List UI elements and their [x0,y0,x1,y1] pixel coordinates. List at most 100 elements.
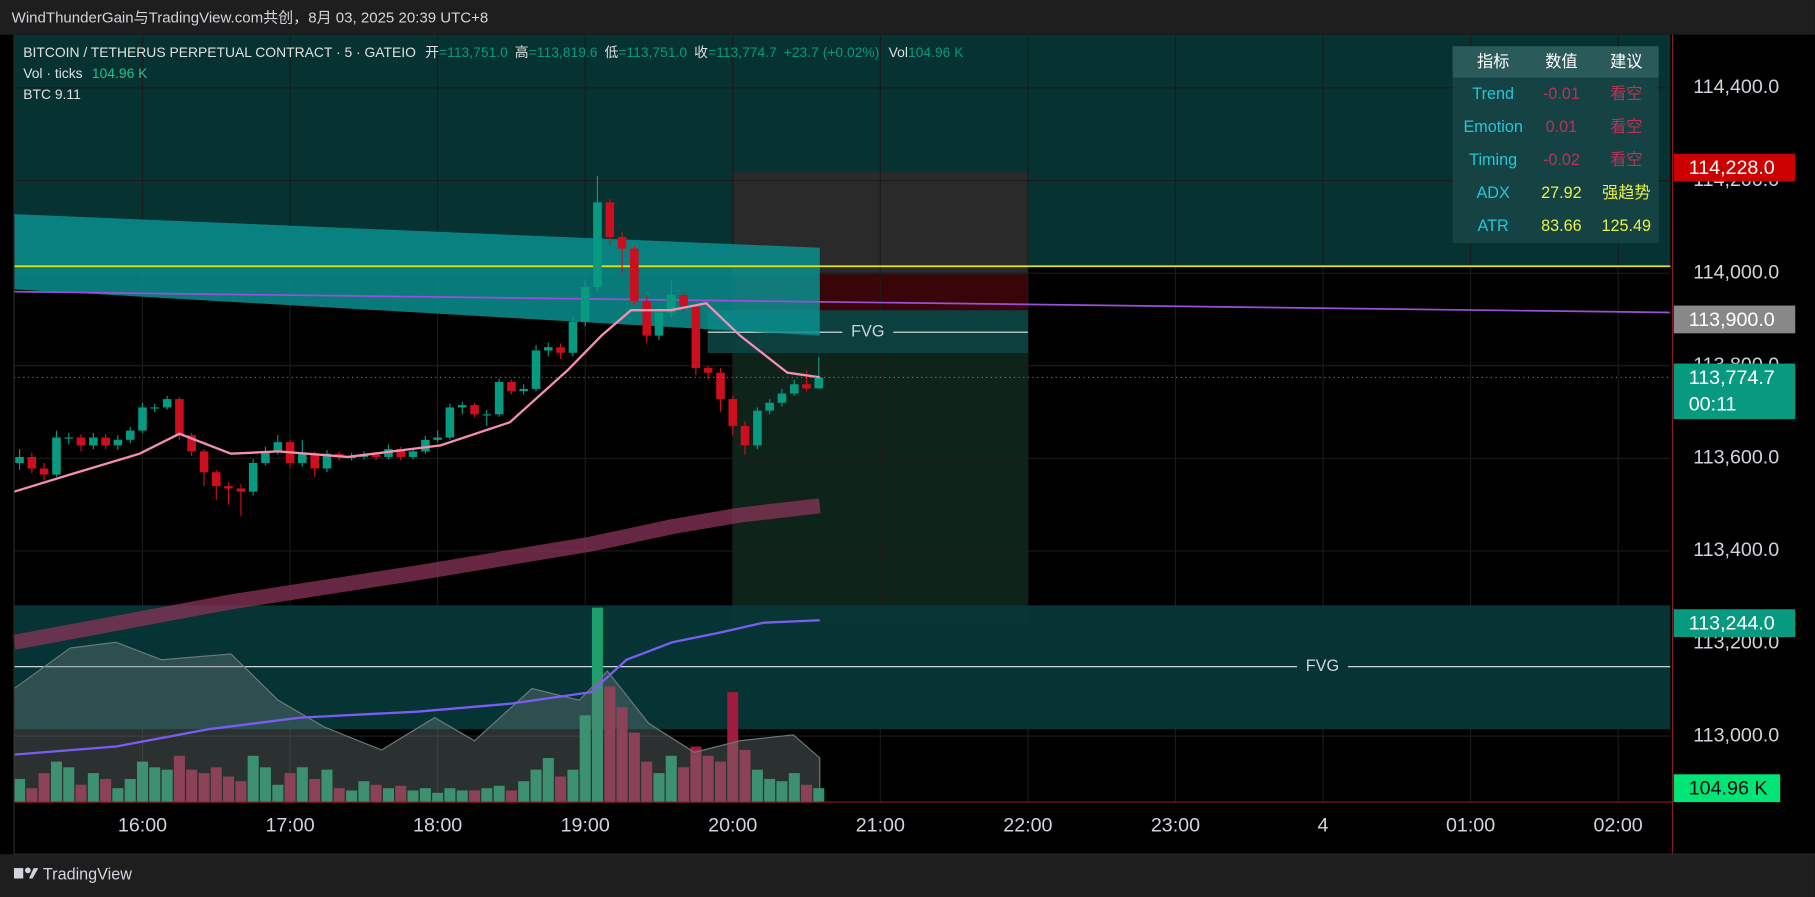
price-label: 113,774.7 [1689,367,1775,389]
volume-bar [567,769,579,803]
x-tick-label: 18:00 [413,815,462,837]
candle-body [580,287,590,322]
volume-bar [493,785,505,803]
volume-bar [469,790,481,803]
x-tick-label: 21:00 [856,815,905,837]
candle-body [199,451,209,473]
price-label: 114,228.0 [1689,157,1775,179]
volume-bar [272,784,284,803]
candle-body [568,321,578,353]
volume-bar [50,761,62,803]
indicator-name: BTC 9.11 [23,86,81,102]
candle-body [617,237,627,249]
vol-label: Vol [889,44,908,60]
candle-body [740,425,750,446]
change: +23.7 (+0.02%) [784,44,880,60]
price-label-box [1673,305,1796,334]
volume-bar [186,769,198,803]
candle-body [790,384,799,394]
candle-body [654,312,664,336]
x-tick-label: 22:00 [1003,815,1052,837]
volume-bar [456,790,468,803]
top-bar [0,0,1815,35]
volume-bar [235,781,247,803]
volume-bar [136,761,149,803]
vol-value: 104.96 K [908,44,964,60]
candle-body [703,368,713,373]
ohlc-label: 低 [604,44,618,60]
symbol-title: BITCOIN / TETHERUS PERPETUAL CONTRACT · … [23,44,416,60]
candle-body [138,407,147,431]
volume-bar [333,788,345,803]
ohlc-value: =113,774.7 [708,44,777,60]
price-label: 113,900.0 [1689,309,1775,331]
candle-body [777,393,787,403]
volume-bar [370,784,382,803]
candle-body [507,381,516,392]
candle-body [52,437,61,475]
candle-body [802,384,811,389]
volume-bar [518,781,530,803]
volume-bar [382,788,395,803]
candle-body [642,300,652,336]
candle-body [261,451,270,463]
volume-bar [542,758,554,803]
candle-body [482,414,492,416]
candle-body [236,488,246,492]
volume-bar [813,788,825,803]
candle-body [211,472,221,487]
candle-body [814,377,824,389]
purple-line [14,290,1670,314]
volume-bar [296,767,308,803]
volume-bar [604,686,616,803]
table-cell: ADX [1477,184,1510,202]
table-cell: Trend [1472,85,1514,103]
table-cell: -0.01 [1543,85,1580,103]
volume-bar [776,781,788,803]
volume-bar [14,778,26,803]
table-cell: 看空 [1610,85,1642,103]
candle-body [593,202,602,288]
volume-bar [432,792,444,803]
table-cell: 27.92 [1541,184,1582,202]
volume-bar [198,773,210,803]
volume-label: 104.96 K [1689,778,1768,800]
volume-bar [124,778,136,803]
volume-bar [481,788,493,803]
candle-body [150,407,160,409]
volume-bar [555,776,567,803]
volume-bar [715,761,727,803]
volume-bar [100,778,112,803]
volume-bar [112,788,124,803]
volume-bar [628,732,640,803]
candle-body [666,294,676,313]
candle-body [162,399,172,408]
volume-bar [419,788,431,803]
x-tick-label: 4 [1318,815,1329,837]
legend-line: BITCOIN / TETHERUS PERPETUAL CONTRACT · … [23,44,964,60]
volume-bar [530,769,542,803]
x-tick-label: 19:00 [561,815,610,837]
candle-body [248,462,258,492]
volume-bar [727,692,739,803]
ohlc-label: 开 [425,44,439,60]
volume-bar [739,749,751,803]
volume-bar [616,707,628,803]
candle-body [89,437,98,446]
table-cell: 看空 [1610,151,1642,169]
ohlc-label: 高 [515,44,529,60]
table-header: 数值 [1545,53,1577,71]
indicator-name: Vol · ticks [23,65,82,81]
watermark: WindThunderGain与TradingView.com共创，8月 03,… [12,9,489,26]
volume-bar [751,769,763,803]
volume-bar [309,778,321,803]
candle-body [605,202,615,238]
countdown: 00:11 [1689,393,1737,415]
candle-body [224,486,233,489]
candle-body [433,437,442,440]
candle-body [39,468,49,475]
candle-body [753,410,762,446]
price-label-box [1673,609,1796,638]
candle-body [679,294,688,307]
